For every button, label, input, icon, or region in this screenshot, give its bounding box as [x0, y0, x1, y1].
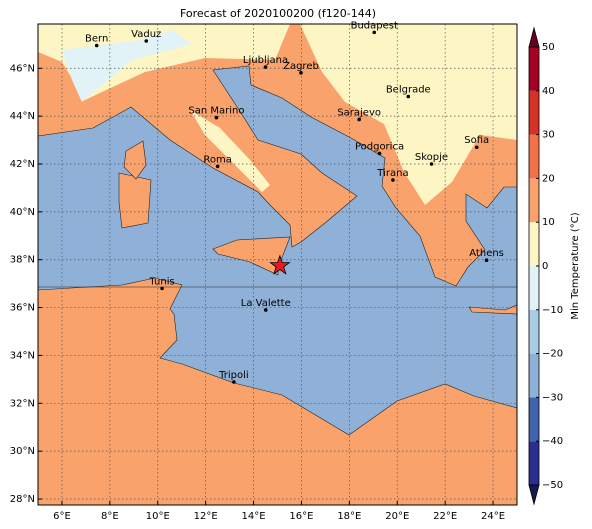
x-tick-label: 22°E	[433, 511, 457, 522]
city-dot	[377, 151, 382, 156]
city-label: Roma	[203, 154, 232, 165]
colorbar-tick-label: 30	[542, 130, 555, 141]
city-label: Tripoli	[218, 370, 249, 381]
x-tick-label: 20°E	[385, 511, 409, 522]
map-title: Forecast of 2020100200 (f120-144)	[180, 7, 376, 20]
city-label: Podgorica	[355, 141, 404, 152]
city-label: Tunis	[148, 276, 174, 287]
y-tick-label: 34°N	[10, 350, 35, 361]
y-tick-label: 44°N	[10, 111, 35, 122]
colorbar-tick-label: −40	[542, 436, 563, 447]
y-tick-label: 36°N	[10, 303, 35, 314]
city-dot	[474, 145, 479, 150]
y-tick-label: 32°N	[10, 398, 35, 409]
city-label: San Marino	[188, 106, 244, 117]
colorbar-tick-label: 20	[542, 173, 555, 184]
colorbar-band	[529, 178, 539, 223]
city-dot	[94, 43, 99, 48]
colorbar-tick-label: −10	[542, 305, 563, 316]
city-label: Zagreb	[283, 61, 319, 72]
x-tick-label: 14°E	[242, 511, 266, 522]
y-tick-label: 38°N	[10, 255, 35, 266]
apennine-cool	[190, 110, 270, 192]
city-dot	[144, 39, 149, 43]
colorbar-tick-label: −50	[542, 480, 563, 491]
city-label: Belgrade	[386, 85, 431, 96]
x-tick-label: 24°E	[481, 511, 505, 522]
colorbar-label: Min Temperature (°C)	[570, 212, 581, 319]
city-dot	[406, 94, 411, 99]
y-tick-label: 30°N	[10, 446, 35, 457]
colorbar-band	[529, 90, 539, 135]
map-frame	[37, 23, 518, 506]
colorbar-band	[529, 47, 539, 91]
x-tick-label: 8°E	[101, 511, 119, 522]
x-tick-label: 16°E	[289, 511, 313, 522]
city-label: Sarajevo	[337, 107, 381, 118]
city-dot	[215, 164, 220, 169]
balkan-cool	[300, 24, 517, 205]
city-label: Ljubljana	[243, 55, 288, 66]
city-label: Sofia	[464, 135, 489, 146]
city-dot	[263, 65, 268, 69]
y-tick-label: 42°N	[10, 159, 35, 170]
city-dot	[357, 117, 361, 122]
x-tick-label: 18°E	[337, 511, 361, 522]
alps-cold	[62, 30, 192, 102]
city-dot	[214, 115, 219, 120]
colorbar-band	[529, 353, 539, 398]
city-label: Bern	[85, 34, 108, 45]
colorbar-tick-label: 40	[542, 86, 555, 97]
city-label: Athens	[469, 248, 504, 259]
target-star	[269, 254, 291, 275]
colorbar-band	[529, 441, 539, 485]
x-tick-label: 12°E	[194, 511, 218, 522]
colorbar-band	[529, 222, 539, 266]
city-label: Tirana	[376, 168, 408, 179]
colorbar-extend-high	[528, 26, 540, 48]
y-tick-label: 28°N	[10, 494, 35, 505]
colorbar-band	[529, 397, 539, 442]
y-tick-label: 46°N	[10, 63, 35, 74]
city-label: La Valette	[241, 298, 291, 309]
city-dot	[391, 178, 395, 182]
colorbar-tick-label: 10	[542, 217, 555, 228]
city-dot	[372, 30, 377, 35]
grid-layer	[38, 24, 517, 505]
colorbar-tick-label: −20	[542, 349, 563, 360]
x-tick-label: 6°E	[53, 511, 71, 522]
city-dot	[263, 308, 268, 312]
sardinia	[118, 172, 152, 229]
city-label: Skopje	[415, 152, 448, 163]
city-dot	[160, 286, 164, 291]
colorbar-band	[529, 266, 539, 310]
colorbar-tick-label: −30	[542, 392, 563, 403]
city-label: Vaduz	[131, 29, 161, 40]
corsica	[123, 140, 147, 180]
city-dot	[429, 162, 434, 166]
city-dot	[484, 258, 489, 262]
colorbar-tick-label: 50	[542, 42, 555, 53]
colorbar-band	[529, 134, 539, 179]
city-label: Budapest	[351, 20, 398, 31]
colorbar-band	[529, 309, 539, 354]
city-dot	[299, 71, 303, 75]
colorbar-extend-low	[528, 484, 540, 506]
city-dot	[232, 380, 236, 384]
y-tick-label: 40°N	[10, 207, 35, 218]
x-tick-label: 10°E	[146, 511, 170, 522]
colorbar-tick-label: 0	[542, 261, 548, 272]
